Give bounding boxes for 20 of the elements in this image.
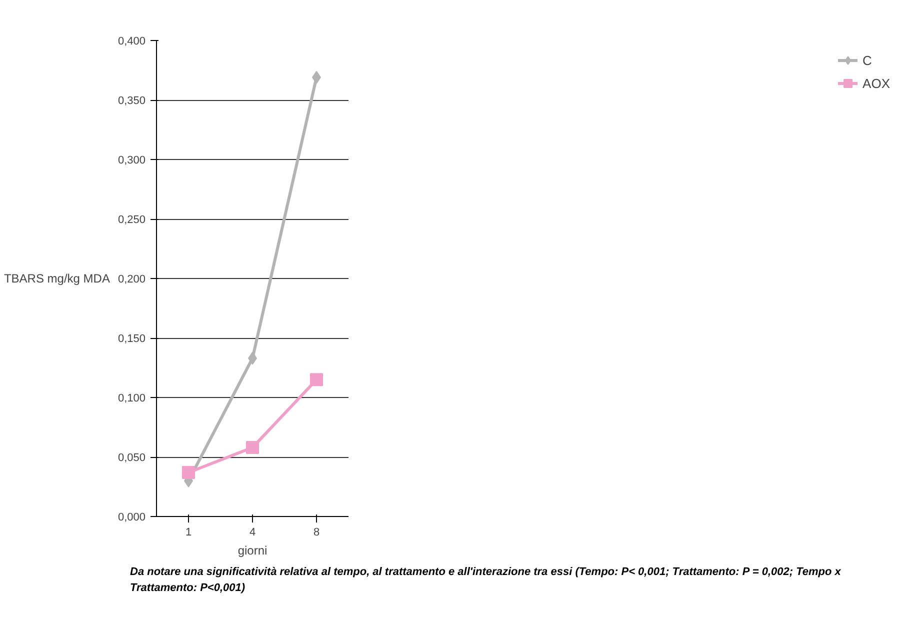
y-tick-label: 0,400 [118,36,146,48]
y-tick-label: 0,000 [118,512,146,524]
y-tick-label: 0,150 [118,333,146,345]
y-axis-title: TBARS mg/kg MDA [4,272,110,286]
y-tick-label: 0,250 [118,214,146,226]
y-tick-label: 0,050 [118,452,146,464]
legend-label: AOX [862,76,890,90]
point [246,440,259,454]
legend-label: C [862,52,873,68]
y-tick-label: 0,350 [118,95,146,107]
x-axis-title: giorni [238,544,268,558]
x-tick-label: 4 [249,526,256,538]
x-tick-label: 1 [185,526,192,538]
x-tick-label: 8 [313,526,320,538]
y-tick-label: 0,300 [118,154,146,166]
text: Da notare una significatività relativa al tempo, al trattamento e all'interazione tra essi (Tempo: P< 0,001; Trattamento: P = 0,002; Tempo x Trattamento: P<0,001) [130,565,842,596]
y-tick-label: 0,100 [118,392,146,404]
point [310,373,323,386]
y-tick-label: 0,200 [118,274,146,286]
point [182,466,195,479]
